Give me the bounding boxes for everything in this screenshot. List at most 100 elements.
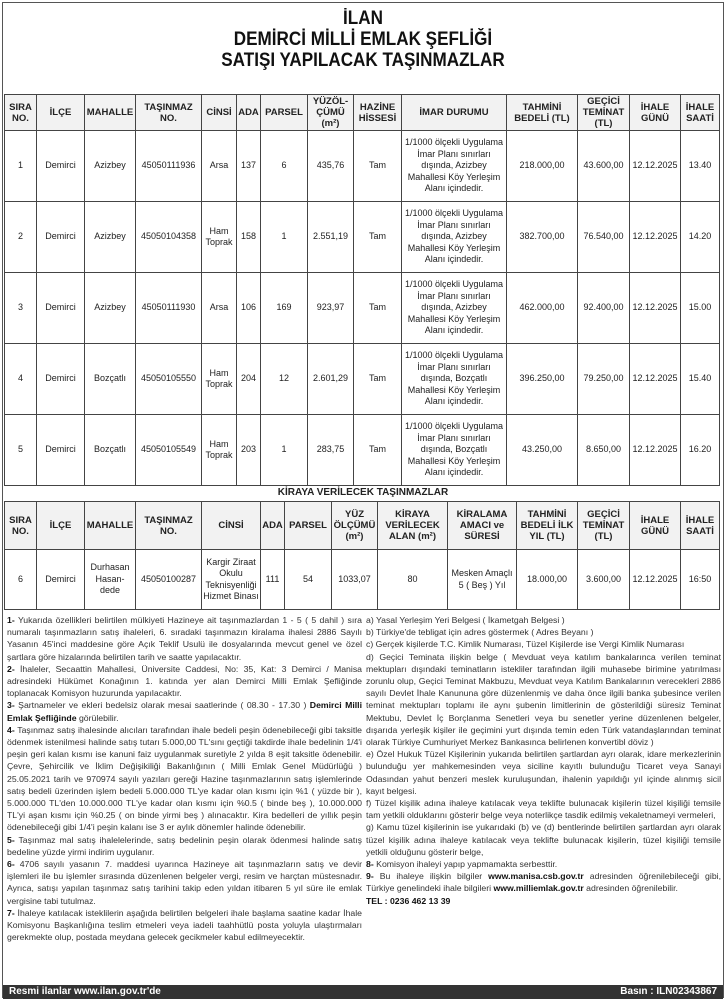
table-row: 4 Demirci Bozçatlı 45050105550 Ham Toprak 204… (4, 343, 720, 415)
column-header: PARSEL (284, 501, 332, 550)
table-cell: 79.250,00 (577, 343, 630, 415)
doc-e: e) Özel Hukuk Tüzel Kişilerinin yukarıda… (366, 749, 721, 796)
column-header: ADA (236, 94, 261, 131)
rent-table: SIRA NO. İLÇE MAHALLE TAŞINMAZ NO. CİNSİ ADA P… (4, 501, 720, 610)
table-cell: Demirci (36, 272, 85, 344)
table-cell: 137 (236, 130, 261, 202)
sale-table: SIRA NO. İLÇE MAHALLE TAŞINMAZ NO. CİNSİ ADA P… (4, 94, 720, 486)
column-header: PARSEL (260, 94, 308, 131)
doc-b: b) Türkiye'de tebligat için adres göster… (366, 627, 594, 638)
column-header: İHALE GÜNÜ (629, 501, 681, 550)
column-header: GEÇİCİ TEMİNAT (TL) (577, 94, 630, 131)
table-cell: Tam (353, 130, 402, 202)
table-cell: 16.20 (680, 414, 720, 486)
table-cell: 2 (4, 201, 37, 273)
table-cell: 80 (377, 549, 448, 610)
table-cell: Demirci (36, 343, 85, 415)
table-cell: 45050105550 (135, 343, 202, 415)
table-cell: 106 (236, 272, 261, 344)
table-cell: 382.700,00 (506, 201, 578, 273)
table-cell: 6 (260, 130, 308, 202)
link-milliemlak[interactable]: www.milliemlak.gov.tr (493, 883, 584, 894)
footer-website: Resmi ilanlar www.ilan.gov.tr'de (9, 986, 161, 997)
column-header: TAŞINMAZ NO. (135, 501, 202, 550)
table-cell: 1 (260, 414, 308, 486)
table-cell: 158 (236, 201, 261, 273)
table-cell: 1 (4, 130, 37, 202)
table-cell: 18.000,00 (516, 549, 578, 610)
column-header: SIRA NO. (4, 501, 37, 550)
table-cell: Bozçatlı (84, 414, 136, 486)
table-cell: 76.540,00 (577, 201, 630, 273)
table-cell: 12.12.2025 (629, 272, 681, 344)
column-header: İMAR DURUMU (401, 94, 507, 131)
term-1: 1- Yukarıda özellikleri belirtilen mülki… (7, 615, 362, 662)
table-cell: 3 (4, 272, 37, 344)
column-header: TAŞINMAZ NO. (135, 94, 202, 131)
terms-left-column: 1- Yukarıda özellikleri belirtilen mülki… (7, 614, 362, 943)
table-cell: Tam (353, 343, 402, 415)
column-header: İHALE SAATİ (680, 501, 720, 550)
link-manisa[interactable]: www.manisa.csb.gov.tr (488, 871, 584, 882)
column-header: TAHMİNİ BEDELİ (TL) (506, 94, 578, 131)
column-header: CİNSİ (201, 94, 237, 131)
table-cell: 1/1000 ölçekli Uygulama İmar Planı sınır… (401, 201, 507, 273)
table-cell: 4 (4, 343, 37, 415)
term-9: 9- Bu ihaleye ilişkin bilgiler www.manis… (366, 871, 721, 894)
rent-section-title: KİRAYA VERİLECEK TAŞINMAZLAR (277, 487, 449, 498)
table-cell: Bozçatlı (84, 343, 136, 415)
table-cell: 16:50 (680, 549, 720, 610)
table-cell: 283,75 (307, 414, 354, 486)
title-line-1: İLAN (343, 8, 383, 29)
table-cell: Azizbey (84, 201, 136, 273)
table-cell: 6 (4, 549, 37, 610)
table-cell: Demirci (36, 201, 85, 273)
table-cell: 435,76 (307, 130, 354, 202)
table-cell: Tam (353, 414, 402, 486)
table-cell: 396.250,00 (506, 343, 578, 415)
table-cell: Arsa (201, 272, 237, 344)
table-cell: Demirci (36, 549, 85, 610)
terms-right-column: a) Yasal Yerleşim Yeri Belgesi ( İkametg… (366, 614, 721, 907)
table-cell: 8.650,00 (577, 414, 630, 486)
footer-bar: Resmi ilanlar www.ilan.gov.tr'de Basın :… (3, 985, 723, 999)
term-2: 2- İhaleler, Secaattin Mahallesi, Üniver… (7, 663, 362, 699)
table-cell: 1/1000 ölçekli Uygulama İmar Planı sınır… (401, 414, 507, 486)
doc-c: c) Gerçek kişilerde T.C. Kimlik Numarası… (366, 639, 685, 650)
table-cell: 1 (260, 201, 308, 273)
table-cell: 12.12.2025 (629, 343, 681, 415)
table-cell: Kargir Ziraat Okulu Teknisyenliği Hizmet… (201, 549, 261, 610)
table-cell: 169 (260, 272, 308, 344)
table-cell: 12 (260, 343, 308, 415)
table-cell: 14.20 (680, 201, 720, 273)
table-cell: 54 (284, 549, 332, 610)
table-cell: 1/1000 ölçekli Uygulama İmar Planı sınır… (401, 130, 507, 202)
table-cell: 111 (260, 549, 285, 610)
term-4: 4- Taşınmaz satış ihalesinde alıcıları t… (7, 724, 362, 833)
table-cell: Tam (353, 272, 402, 344)
table-cell: 2.601,29 (307, 343, 354, 415)
table-cell: 203 (236, 414, 261, 486)
column-header: YÜZÖL-ÇÜMÜ (m²) (307, 94, 354, 131)
table-cell: 5 (4, 414, 37, 486)
rent-table-header: SIRA NO. İLÇE MAHALLE TAŞINMAZ NO. CİNSİ ADA P… (4, 501, 720, 550)
table-cell: 12.12.2025 (629, 414, 681, 486)
table-cell: Demirci (36, 414, 85, 486)
table-cell: 12.12.2025 (629, 130, 681, 202)
column-header: HAZİNE HİSSESİ (353, 94, 402, 131)
table-cell: 12.12.2025 (629, 549, 681, 610)
table-cell: 13.40 (680, 130, 720, 202)
table-cell: Ham Toprak (201, 414, 237, 486)
table-cell: Mesken Amaçlı 5 ( Beş ) Yıl (447, 549, 517, 610)
column-header: ADA (260, 501, 285, 550)
phone: TEL : 0236 462 13 39 (366, 895, 451, 906)
column-header: MAHALLE (84, 501, 136, 550)
doc-d: d) Geçici Teminata ilişkin belge ( Mevdu… (366, 651, 721, 748)
column-header: TAHMİNİ BEDELİ İLK YIL (TL) (516, 501, 578, 550)
table-cell: 462.000,00 (506, 272, 578, 344)
table-cell: 2.551,19 (307, 201, 354, 273)
column-header: KİRALAMA AMACI ve SÜRESİ (447, 501, 517, 550)
title-line-3: SATIŞI YAPILACAK TAŞINMAZLAR (221, 50, 505, 71)
table-cell: 45050105549 (135, 414, 202, 486)
table-row: 6 Demirci Durhasan Hasan-dede 45050100287 Ka… (4, 549, 720, 610)
